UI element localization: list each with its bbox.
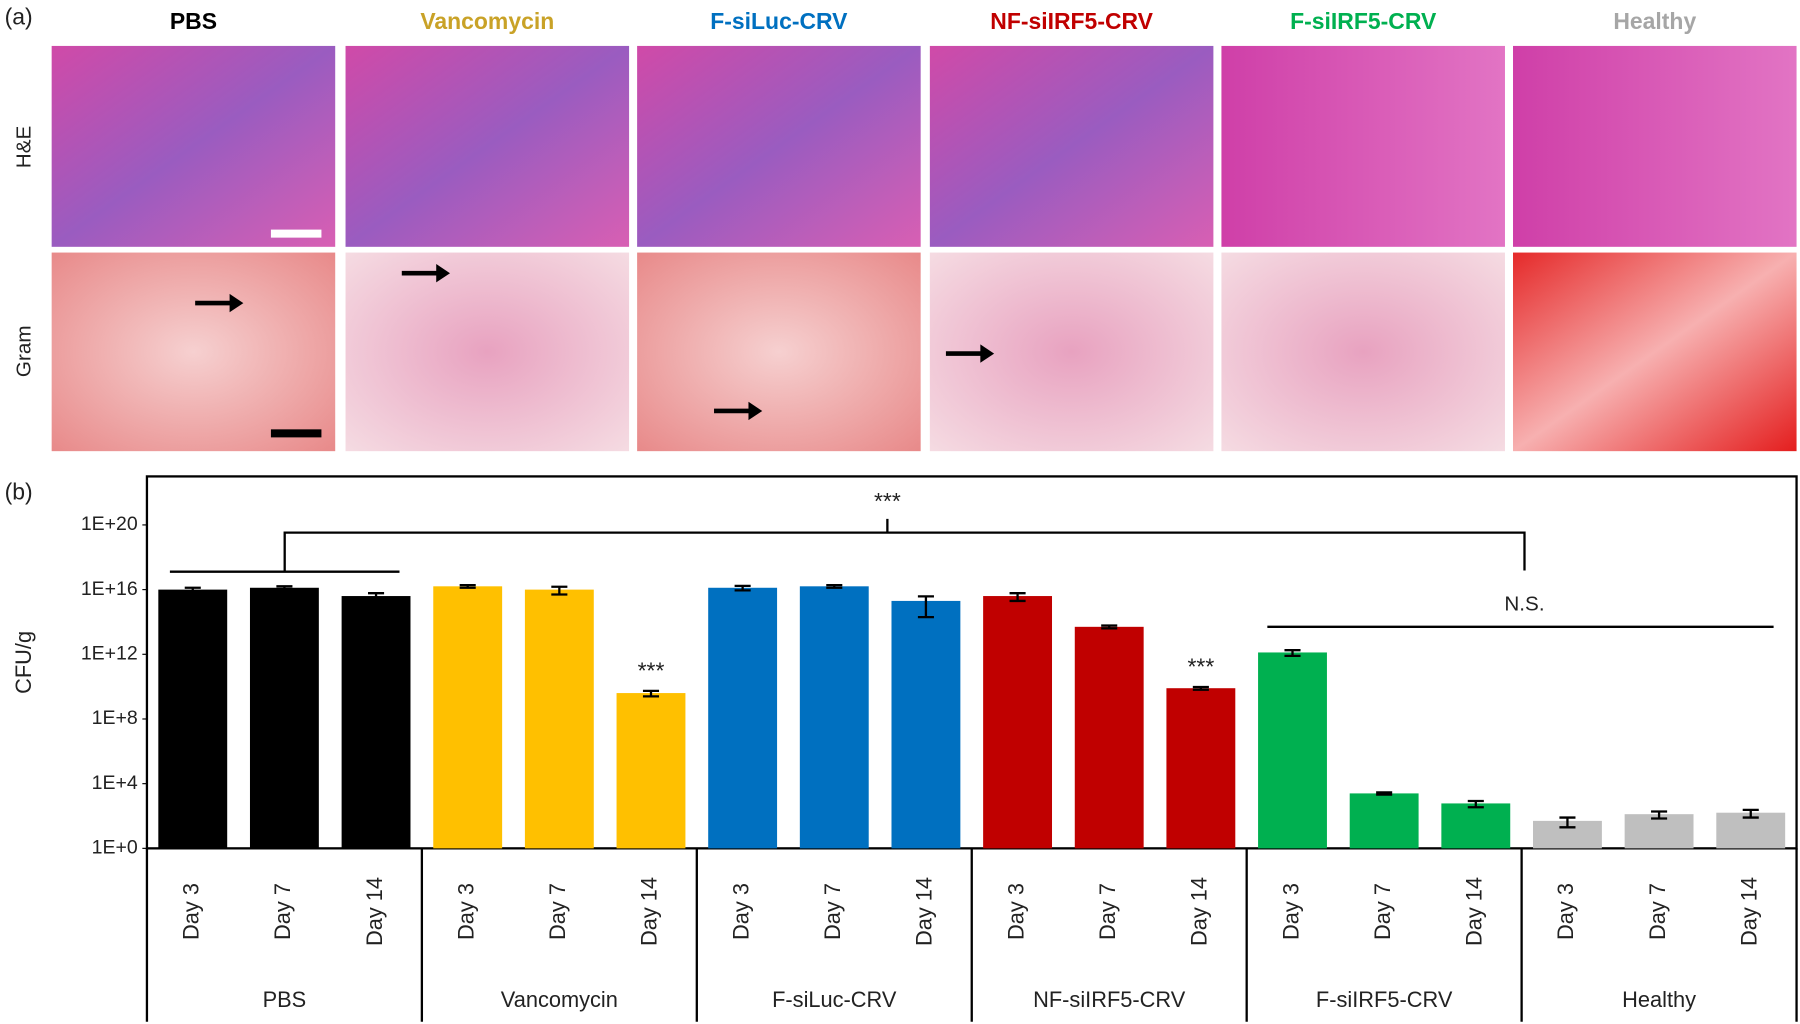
error-bar xyxy=(1559,816,1576,829)
group-label: Healthy xyxy=(1622,987,1696,1012)
bar xyxy=(799,586,869,849)
bar xyxy=(983,596,1053,849)
x-tick-label: Day 7 xyxy=(270,883,295,940)
he-micrograph xyxy=(637,45,921,247)
arrow-head xyxy=(748,401,763,421)
x-tick-label: Day 3 xyxy=(1003,883,1028,940)
bar xyxy=(1166,688,1236,849)
error-bar xyxy=(642,689,660,698)
panel-label: (a) xyxy=(5,3,33,29)
gram-micrograph xyxy=(1221,252,1505,452)
he-micrograph xyxy=(1221,45,1505,247)
scale-bar xyxy=(270,229,322,238)
bar xyxy=(341,596,411,849)
y-tick-label: 1E+8 xyxy=(92,707,138,729)
error-bar xyxy=(1467,799,1484,809)
x-tick-label: Day 3 xyxy=(1553,883,1578,940)
panel-label: (b) xyxy=(5,479,33,505)
y-tick-label: 1E+0 xyxy=(92,837,138,859)
error-bar xyxy=(1192,685,1209,691)
x-tick-label: Day 3 xyxy=(728,883,753,940)
x-tick-label: Day 14 xyxy=(1462,877,1487,946)
y-tick-label: 1E+4 xyxy=(92,772,138,794)
significance-label: *** xyxy=(1187,654,1214,680)
significance-bracket xyxy=(169,518,1526,573)
bar xyxy=(708,587,778,849)
error-bar xyxy=(1651,810,1668,820)
gram-micrograph xyxy=(637,252,921,452)
he-micrograph xyxy=(929,45,1214,247)
x-tick-label: Day 7 xyxy=(545,883,570,940)
group-label: NF-siIRF5-CRV xyxy=(1033,987,1186,1012)
column-heading: F-siIRF5-CRV xyxy=(1290,8,1437,34)
y-tick-label: 1E+16 xyxy=(81,578,138,600)
row-label: Gram xyxy=(13,325,36,377)
he-micrograph xyxy=(345,45,630,247)
column-heading: NF-siIRF5-CRV xyxy=(990,8,1153,34)
error-bar xyxy=(184,586,201,594)
group-label: F-siIRF5-CRV xyxy=(1316,987,1453,1012)
he-micrograph xyxy=(1513,45,1797,247)
arrow-head xyxy=(436,264,450,283)
arrow-head xyxy=(229,293,244,313)
significance-label: *** xyxy=(874,488,901,514)
x-tick-label: Day 14 xyxy=(362,877,387,946)
error-bar xyxy=(826,583,843,589)
bar xyxy=(1441,803,1511,849)
gram-micrograph xyxy=(51,252,336,452)
bar xyxy=(1258,652,1327,849)
error-bar xyxy=(1101,624,1118,630)
bar xyxy=(524,589,594,849)
error-bar xyxy=(1742,808,1759,819)
bar xyxy=(433,586,503,849)
column-heading: F-siLuc-CRV xyxy=(710,8,848,34)
y-tick-label: 1E+20 xyxy=(81,513,138,535)
x-tick-label: Day 3 xyxy=(179,883,204,940)
column-heading: Vancomycin xyxy=(420,8,554,34)
error-bar xyxy=(459,583,476,589)
ns-label: N.S. xyxy=(1504,592,1544,615)
x-tick-label: Day 14 xyxy=(1736,877,1761,946)
error-bar xyxy=(368,592,385,603)
significance-label: *** xyxy=(638,658,665,684)
column-heading: Healthy xyxy=(1613,8,1696,34)
x-tick-label: Day 7 xyxy=(820,883,845,940)
x-tick-label: Day 7 xyxy=(1095,883,1120,940)
bar xyxy=(616,693,686,849)
group-label: Vancomycin xyxy=(501,987,618,1012)
x-tick-label: Day 14 xyxy=(1187,877,1212,946)
row-label: H&E xyxy=(13,126,36,168)
x-tick-label: Day 3 xyxy=(453,883,478,940)
group-label: PBS xyxy=(263,987,307,1012)
y-tick-label: 1E+12 xyxy=(81,642,138,664)
gram-micrograph xyxy=(1513,252,1797,452)
he-micrograph xyxy=(51,45,336,247)
bar xyxy=(249,587,319,849)
bar xyxy=(1074,626,1144,849)
error-bar xyxy=(734,584,751,592)
group-label: F-siLuc-CRV xyxy=(772,987,897,1012)
x-tick-label: Day 7 xyxy=(1370,883,1395,940)
x-tick-label: Day 14 xyxy=(912,877,937,946)
x-tick-label: Day 3 xyxy=(1278,883,1303,940)
error-bar xyxy=(1376,791,1393,796)
scale-bar xyxy=(270,429,322,438)
x-tick-label: Day 7 xyxy=(1645,883,1670,940)
error-bar xyxy=(1284,649,1301,658)
arrow-head xyxy=(980,344,995,363)
bar xyxy=(1624,814,1694,849)
gram-micrograph xyxy=(345,252,630,452)
error-bar xyxy=(276,585,293,591)
error-bar xyxy=(917,595,934,619)
column-heading: PBS xyxy=(170,8,217,34)
y-axis-label: CFU/g xyxy=(11,631,36,694)
bar xyxy=(891,600,961,849)
bar xyxy=(1349,793,1419,849)
x-tick-label: Day 14 xyxy=(637,877,662,946)
bar xyxy=(158,589,228,849)
error-bar xyxy=(1009,592,1026,603)
error-bar xyxy=(551,585,568,596)
